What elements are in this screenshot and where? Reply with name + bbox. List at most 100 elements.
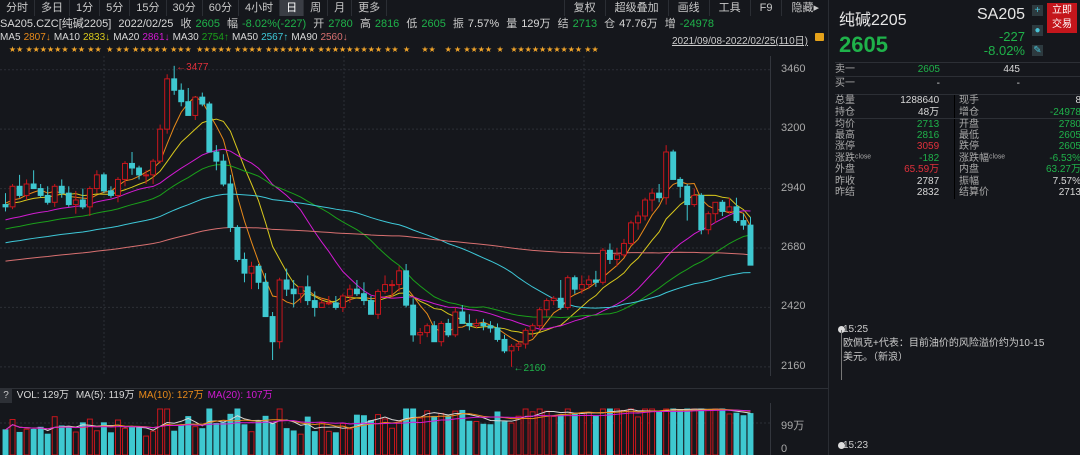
quote-row: 均价 2713 开盘 2780 (835, 118, 1080, 130)
low-value: 2605 (421, 18, 446, 30)
volume-value: 129万 (521, 18, 551, 30)
tab-1[interactable]: 多日 (35, 0, 70, 16)
high-label: 高 (359, 18, 371, 30)
last-price: 2605 (839, 32, 888, 57)
timeline-dot (838, 326, 845, 333)
timeline-dot (838, 442, 845, 449)
tab-7[interactable]: 4小时 (239, 0, 281, 16)
vol-ma: MA(20): 107万 (207, 390, 273, 401)
tab-6[interactable]: 60分 (203, 0, 239, 16)
oi-value: 47.76万 (619, 18, 658, 30)
quote-row: 总量 1288640 现手 8 (835, 95, 1080, 107)
settle-label: 结 (557, 18, 569, 30)
quote-panel: 纯碱2205 SA205 2605 -227 -8.02% + ● ✎ 立即 交易… (828, 0, 1080, 455)
date-range-selector[interactable]: 2021/09/08-2022/02/25(110日) (671, 36, 808, 47)
oi-change-label: 增 (664, 18, 676, 30)
vol-ma: MA(10): 127万 (138, 390, 204, 401)
tool-5[interactable]: 隐藏▸ (781, 0, 828, 16)
ma-value: 2754↑ (201, 32, 229, 43)
svg-text:←3477: ←3477 (176, 62, 209, 73)
tab-11[interactable]: 更多 (352, 0, 388, 16)
chart-tools: 复权 超级叠加 画线 工具 F9 隐藏▸ (563, 0, 828, 16)
quote-row: 涨停 3059 跌停 2605 (835, 141, 1080, 153)
ma-value: 2807↓ (23, 32, 51, 43)
price-axis: 3460 3200 2940 2680 2420 2160 (770, 56, 828, 376)
y-tick: 3200 (781, 122, 806, 135)
ma-label: MA90 (291, 32, 318, 43)
tab-4[interactable]: 15分 (130, 0, 167, 16)
high-value: 2816 (374, 18, 400, 30)
ma-label: MA20 (113, 32, 140, 43)
vol-y-tick: 0 (781, 443, 788, 455)
tab-2[interactable]: 1分 (70, 0, 101, 16)
contract-name: 纯碱2205 (839, 12, 907, 29)
timeline-line (841, 330, 842, 380)
add-icon[interactable]: + (1032, 5, 1043, 16)
vol-ma: MA(5): 119万 (75, 390, 135, 401)
ma-label: MA5 (0, 32, 21, 43)
ma-value: 2567↑ (261, 32, 289, 43)
y-tick: 2420 (781, 300, 806, 313)
news-item[interactable]: 15:25 欧佩克+代表：目前油价的风险溢价约为10-15 美元。（新浪） (843, 324, 1045, 363)
ma-value: 2861↓ (142, 32, 170, 43)
tool-3[interactable]: 工具 (708, 0, 750, 16)
quote-row: 持仓 48万 增仓 -24978 (835, 106, 1080, 118)
tool-0[interactable]: 复权 (563, 0, 605, 16)
oi-change-value: -24978 (679, 18, 715, 30)
candlestick-chart[interactable]: ←3477 ←2160 (0, 56, 770, 388)
symbol: SA205.CZC[纯碱2205] (0, 18, 112, 30)
lock-icon[interactable] (815, 33, 824, 41)
tool-4[interactable]: F9 (749, 0, 782, 16)
volume-chart[interactable] (0, 403, 770, 455)
change-value: -8.02%(-227) (242, 18, 307, 30)
tab-8[interactable]: 日 (280, 0, 305, 16)
bell-icon[interactable]: ● (1032, 25, 1043, 36)
quote-row: 涨跌ᶜˡᵒˢᵉ -182 涨跌幅ᶜˡᵒˢᵉ -6.53% (835, 152, 1080, 164)
tab-0[interactable]: 分时 (0, 0, 35, 16)
quote-row: 最高 2816 最低 2605 (835, 129, 1080, 141)
ma-label: MA10 (53, 32, 80, 43)
tab-10[interactable]: 月 (328, 0, 353, 16)
y-tick: 2680 (781, 241, 806, 253)
amplitude-label: 振 (452, 18, 464, 30)
tool-1[interactable]: 超级叠加 (604, 0, 668, 16)
volume-axis: 99万 0 (770, 403, 828, 455)
period-tabs: 分时 多日 1分 5分 15分 30分 60分 4小时日周月更多 (0, 0, 388, 16)
signal-stars: ★★ ★★★★★★ ★★ ★★ ★ ★★ ★★★★★ ★★★ ★★★★★ ★★★… (0, 45, 599, 54)
news-item[interactable]: 15:23 (843, 440, 869, 451)
quote-table: 总量 1288640 现手 8 持仓 48万 增仓 -24978 均价 2713 开盘 2780 最高 2… (835, 94, 1080, 199)
tool-2[interactable]: 画线 (667, 0, 709, 16)
open-label: 开 (313, 18, 325, 30)
svg-text:←2160: ←2160 (514, 363, 547, 374)
price-change: -227 -8.02% (983, 29, 1025, 58)
open-value: 2780 (328, 18, 353, 30)
ma-label: MA30 (172, 32, 199, 43)
close-label: 收 (180, 18, 192, 30)
ma-legend: MA5 2807↓ MA10 2833↓ MA20 2861↓ MA30 2754↑ MA50 2… (0, 32, 351, 44)
order-book: 卖一 2605 445 买一 - - (835, 62, 1080, 90)
tab-3[interactable]: 5分 (100, 0, 131, 16)
chart-panel: 分时 多日 1分 5分 15分 30分 60分 4小时日周月更多 复权 超级叠加 画线 工具 F9 隐藏… (0, 0, 828, 455)
oi-label: 仓 (604, 18, 616, 30)
vol-label: VOL: 129万 (16, 390, 70, 401)
edit-icon[interactable]: ✎ (1032, 45, 1043, 56)
y-tick: 2160 (781, 359, 806, 372)
quote-row: 昨收 2787 振幅 7.57% (835, 175, 1080, 187)
trade-now-button[interactable]: 立即 交易 (1047, 3, 1077, 33)
close-value: 2605 (195, 18, 220, 30)
tab-9[interactable]: 周 (304, 0, 329, 16)
ma-value: 2833↓ (82, 32, 111, 43)
y-tick: 3460 (781, 62, 806, 75)
low-label: 低 (406, 18, 418, 30)
quote-row: 外盘 65.59万 内盘 63.27万 (835, 164, 1080, 176)
help-icon[interactable]: ? (0, 389, 12, 403)
vol-y-tick: 99万 (781, 420, 805, 432)
volume-header: ? VOL: 129万 MA(5): 119万 MA(10): 127万 MA(20… (0, 388, 828, 403)
contract-code: SA205 (977, 6, 1026, 23)
info-bar: SA205.CZC[纯碱2205] 2022/02/25 收 2605 幅 -8.0… (0, 17, 718, 31)
change-label: 幅 (227, 18, 239, 30)
amplitude-value: 7.57% (467, 18, 500, 30)
ma-label: MA50 (231, 32, 259, 43)
ma-value: 2560↓ (320, 32, 348, 43)
tab-5[interactable]: 30分 (167, 0, 203, 16)
